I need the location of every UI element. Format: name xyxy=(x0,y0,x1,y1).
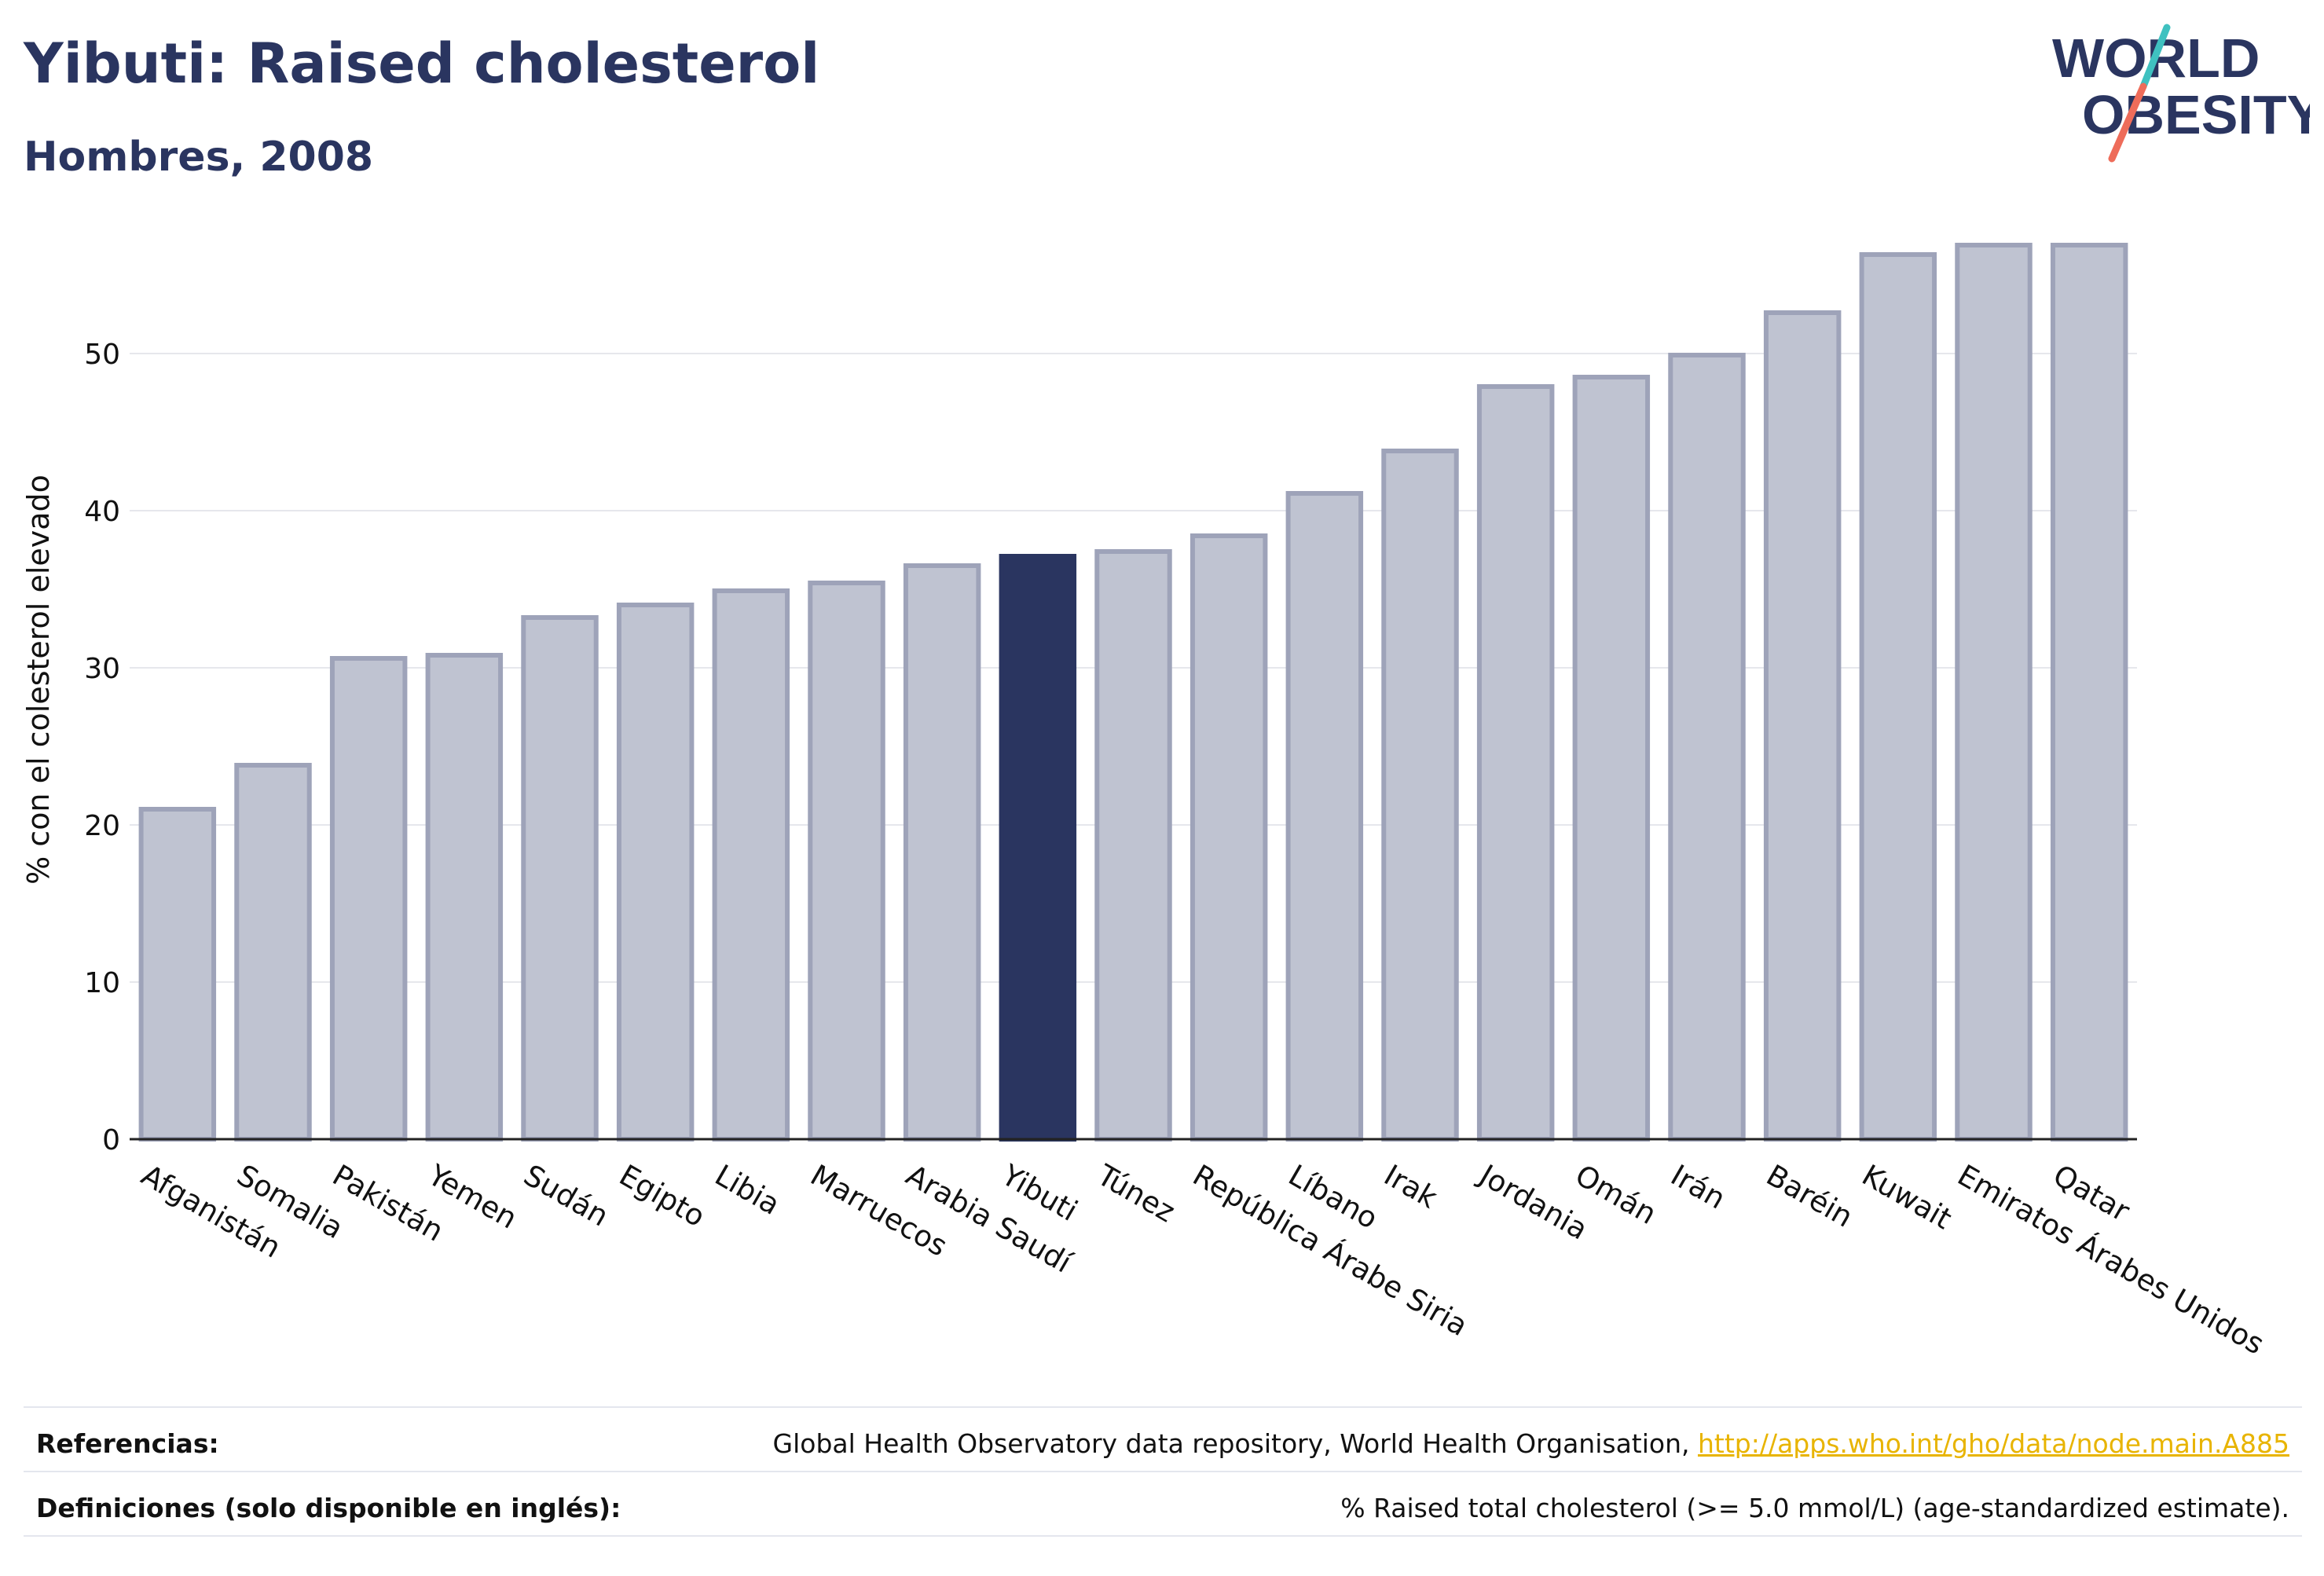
x-tick-label: Sudán xyxy=(518,1158,614,1233)
x-tick-label: Jordania xyxy=(1472,1157,1593,1247)
bar-marruecos xyxy=(808,581,885,1142)
chart-subtitle: Hombres, 2008 xyxy=(24,134,374,181)
bar-irán xyxy=(1668,353,1746,1142)
y-tick-label: 20 xyxy=(84,810,120,842)
x-tick-label: Túnez xyxy=(1091,1158,1181,1230)
bar-chart: 0 10 20 30 40 50 AfganistánSomaliaPakistánYem… xyxy=(21,243,2271,1362)
references-label: Referencias: xyxy=(36,1428,219,1459)
bar-emiratos-árabes-unidos xyxy=(1955,243,2033,1142)
y-tick-label: 30 xyxy=(84,653,120,685)
bar-república-árabe-siria xyxy=(1189,533,1268,1142)
bar-irak xyxy=(1381,449,1459,1142)
x-tick-label: Libia xyxy=(709,1158,786,1222)
y-tick-label: 10 xyxy=(84,967,120,999)
bar-yemen xyxy=(425,653,504,1142)
bar-somalia xyxy=(234,763,312,1142)
references-value: Global Health Observatory data repositor… xyxy=(773,1428,2289,1459)
definitions-label: Definiciones (solo disponible en inglés)… xyxy=(36,1493,621,1523)
references-text: Global Health Observatory data repositor… xyxy=(772,1428,1698,1459)
y-tick-label: 0 xyxy=(102,1124,120,1156)
bar-pakistán xyxy=(329,656,408,1142)
bar-líbano xyxy=(1285,491,1364,1142)
bar-túnez xyxy=(1094,549,1172,1142)
definitions-value: % Raised total cholesterol (>= 5.0 mmol/… xyxy=(1340,1493,2289,1523)
x-tick-label: Egipto xyxy=(614,1158,711,1233)
bar-qatar xyxy=(2050,243,2128,1142)
world-obesity-logo: WORLD OBESITY xyxy=(2052,24,2310,163)
chart-title: Yibuti: Raised cholesterol xyxy=(24,31,820,96)
bars xyxy=(138,243,2128,1142)
x-tick-label: Irak xyxy=(1378,1158,1443,1215)
y-tick-label: 40 xyxy=(84,496,120,528)
logo-slash-coral xyxy=(2108,82,2147,163)
y-tick-labels: 0 10 20 30 40 50 xyxy=(84,339,120,1156)
bar-egipto xyxy=(616,603,695,1142)
references-link[interactable]: http://apps.who.int/gho/data/node.main.A… xyxy=(1697,1428,2289,1459)
bar-kuwait xyxy=(1859,252,1937,1142)
logo-slash-teal xyxy=(2139,24,2171,90)
x-tick-label: Irán xyxy=(1665,1158,1731,1215)
y-tick-label: 50 xyxy=(84,339,120,371)
x-tick-label: Kuwait xyxy=(1857,1158,1958,1236)
bar-afganistán xyxy=(138,807,217,1142)
x-tick-label: Baréin xyxy=(1761,1158,1859,1234)
bar-yibuti xyxy=(999,554,1077,1142)
bar-baréin xyxy=(1763,310,1842,1142)
bar-jordania xyxy=(1476,384,1555,1142)
bar-sudán xyxy=(521,615,599,1142)
footer-definitions: Definiciones (solo disponible en inglés)… xyxy=(24,1471,2302,1537)
bar-arabia-saudí xyxy=(903,563,981,1142)
bar-libia xyxy=(712,588,790,1142)
y-axis-label: % con el colesterol elevado xyxy=(21,475,56,885)
footer-references: Referencias: Global Health Observatory d… xyxy=(24,1406,2302,1471)
bar-omán xyxy=(1572,375,1651,1142)
